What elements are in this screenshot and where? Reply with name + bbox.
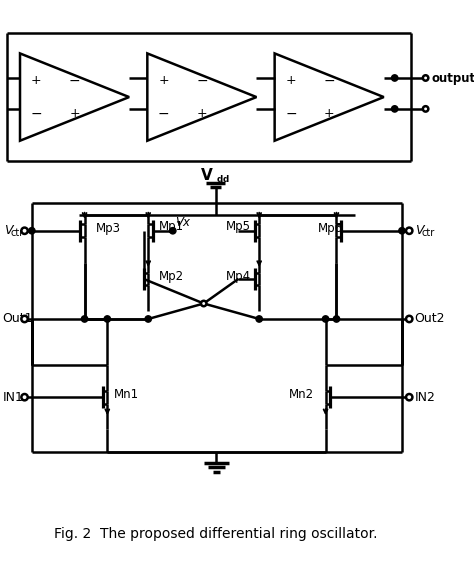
Circle shape [21, 227, 28, 234]
Text: +: + [31, 74, 42, 87]
Circle shape [104, 316, 110, 322]
Text: Out1: Out1 [3, 313, 33, 325]
Text: +: + [324, 107, 335, 120]
Text: Out2: Out2 [415, 313, 445, 325]
Circle shape [406, 227, 412, 234]
Circle shape [322, 316, 329, 322]
Circle shape [392, 106, 398, 112]
Circle shape [423, 106, 428, 111]
Text: IN2: IN2 [415, 391, 436, 404]
Text: −: − [30, 106, 42, 121]
Text: Mp5: Mp5 [226, 220, 251, 233]
Text: ctr: ctr [11, 227, 24, 238]
Circle shape [201, 301, 207, 306]
Circle shape [82, 316, 88, 322]
Text: −: − [69, 74, 81, 88]
Circle shape [21, 394, 28, 400]
Text: Mp1: Mp1 [159, 220, 184, 233]
Text: +: + [197, 107, 207, 120]
Circle shape [170, 227, 176, 234]
Text: Mp3: Mp3 [95, 222, 120, 234]
Text: Mp2: Mp2 [159, 269, 184, 283]
Circle shape [21, 316, 28, 322]
Text: $\mathbf{_{dd}}$: $\mathbf{_{dd}}$ [216, 171, 229, 183]
Circle shape [256, 316, 263, 322]
Text: output: output [431, 72, 474, 85]
Text: Mp4: Mp4 [226, 269, 251, 283]
Circle shape [406, 394, 412, 400]
Circle shape [406, 316, 412, 322]
Text: V: V [4, 224, 12, 237]
Text: Fig. 2  The proposed differential ring oscillator.: Fig. 2 The proposed differential ring os… [54, 527, 377, 541]
Text: −: − [158, 106, 170, 121]
Text: −: − [323, 74, 335, 88]
Text: +: + [69, 107, 80, 120]
Text: +: + [286, 74, 296, 87]
Text: Vx: Vx [175, 216, 191, 229]
Text: Mn1: Mn1 [114, 388, 139, 401]
Circle shape [28, 227, 35, 234]
Text: ctr: ctr [422, 227, 435, 238]
Text: Mn2: Mn2 [289, 388, 314, 401]
Text: −: − [285, 106, 297, 121]
Text: IN1: IN1 [3, 391, 24, 404]
Circle shape [399, 227, 405, 234]
Circle shape [145, 316, 151, 322]
Circle shape [392, 75, 398, 81]
Circle shape [423, 75, 428, 81]
Text: −: − [196, 74, 208, 88]
Text: +: + [158, 74, 169, 87]
Text: V: V [415, 224, 423, 237]
Text: $\mathbf{V}$: $\mathbf{V}$ [200, 167, 214, 183]
Circle shape [333, 316, 340, 322]
Text: Mp6: Mp6 [319, 222, 344, 234]
